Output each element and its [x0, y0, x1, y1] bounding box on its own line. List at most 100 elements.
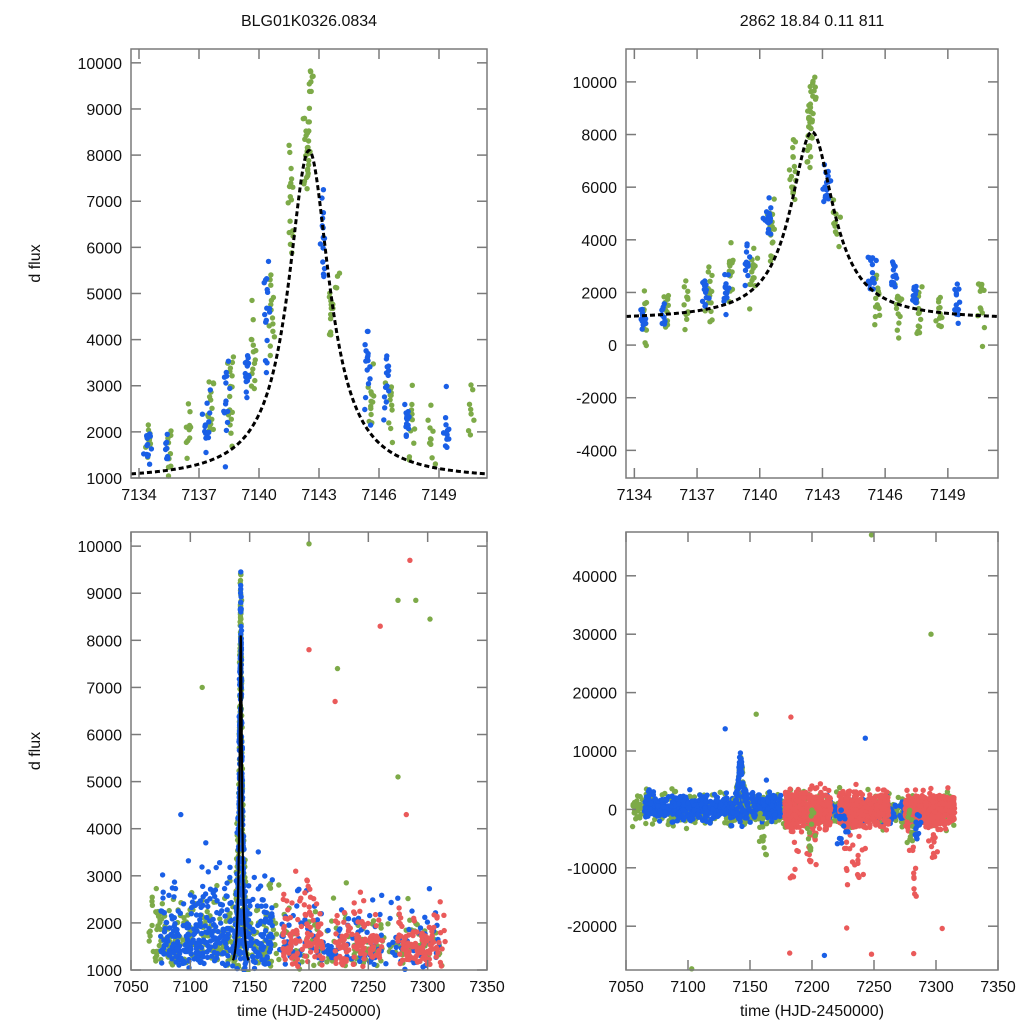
data-point-red [439, 946, 445, 952]
data-point-blue [167, 950, 173, 956]
data-point-blue [650, 809, 657, 816]
data-point-green [936, 315, 943, 321]
data-point-blue [264, 286, 270, 293]
x-tick-label: 7300 [410, 979, 446, 996]
data-point-green [270, 321, 276, 327]
data-point-blue [185, 922, 192, 928]
data-point-red [885, 808, 891, 815]
data-point-green [427, 436, 434, 442]
data-point-red [304, 878, 310, 884]
data-point-blue [417, 925, 424, 931]
data-point-blue [222, 935, 229, 941]
data-point-blue [660, 804, 667, 810]
data-point-blue [172, 933, 179, 939]
y-axis-label: d flux [27, 732, 44, 770]
data-point-green [270, 294, 277, 301]
data-point-blue [206, 947, 212, 953]
data-point-green [312, 909, 319, 915]
data-point-blue [160, 895, 166, 901]
data-point-blue [213, 864, 219, 871]
data-point-red [304, 930, 311, 936]
data-point-red [316, 930, 323, 936]
data-point-red [798, 829, 805, 835]
data-point-green [389, 407, 395, 413]
x-tick-label: 7150 [232, 979, 268, 996]
data-point-red [885, 821, 891, 827]
data-point-blue [221, 374, 228, 380]
data-point-blue [189, 899, 196, 905]
data-point-blue [752, 812, 758, 818]
data-point-green [876, 312, 883, 318]
y-tick-label: 1000 [86, 471, 122, 488]
data-point-blue [723, 790, 730, 796]
data-point-blue [282, 961, 288, 967]
data-point-red [314, 941, 320, 947]
data-point-red [373, 952, 379, 958]
data-point-blue [444, 432, 450, 438]
data-point-blue [206, 419, 212, 425]
data-point-blue [328, 947, 334, 953]
data-point-red [304, 941, 310, 948]
data-point-blue [171, 879, 178, 885]
data-point-red [372, 911, 379, 918]
data-point-blue [210, 936, 217, 943]
data-point-red [823, 792, 829, 798]
x-tick-label: 7143 [301, 487, 337, 504]
data-point-blue [164, 439, 170, 445]
data-point-red [881, 794, 887, 801]
data-point-red [396, 905, 402, 911]
data-point-green [894, 295, 900, 302]
data-point-green [748, 281, 754, 288]
data-point-green [643, 342, 649, 349]
data-point-blue [370, 897, 376, 903]
data-point-blue [221, 885, 228, 892]
data-point-red [307, 924, 313, 931]
data-point-green [875, 285, 881, 291]
data-point-green [305, 162, 312, 168]
data-point-red [815, 821, 822, 827]
data-point-blue [144, 442, 150, 449]
data-point-outlier [395, 597, 401, 603]
data-point-red [333, 931, 339, 937]
data-point-red [354, 946, 360, 952]
data-point-blue [222, 913, 228, 919]
data-point-blue [955, 320, 961, 326]
data-point-green [149, 922, 155, 929]
data-point-red [301, 902, 307, 908]
data-point-blue [723, 281, 729, 287]
data-point-blue [215, 928, 221, 935]
data-point-red [849, 798, 855, 804]
data-point-red [281, 923, 287, 930]
data-point-green [329, 918, 335, 924]
y-tick-label: 5000 [86, 286, 122, 303]
data-point-red [401, 945, 407, 951]
data-point-blue [702, 814, 709, 820]
data-point-green [467, 432, 474, 438]
data-point-blue [193, 946, 200, 952]
data-point-blue [204, 898, 210, 904]
data-point-red [853, 801, 859, 808]
data-point-green [470, 387, 476, 393]
data-point-blue [365, 381, 372, 387]
panel-title: 2862 18.84 0.11 811 [740, 13, 885, 30]
data-point-green [250, 317, 256, 323]
data-point-blue [329, 954, 335, 961]
data-point-green [168, 428, 174, 434]
data-point-blue [224, 907, 230, 913]
data-point-red [843, 796, 850, 802]
data-point-green [935, 299, 942, 305]
data-point-blue [314, 917, 321, 923]
data-point-blue [317, 241, 324, 247]
data-point-red [877, 823, 883, 829]
data-point-blue [661, 319, 667, 325]
data-point-green [865, 786, 871, 793]
data-point-blue [382, 384, 389, 391]
data-point-green [683, 825, 690, 832]
data-point-red [868, 801, 874, 807]
data-points [130, 68, 488, 479]
panel-bottom-right: 7050 7100 7150 7200 7250 7300 7350-20000-10000… [567, 531, 1016, 1020]
data-point-green [305, 119, 311, 125]
data-point-blue [345, 916, 352, 922]
data-point-green [805, 108, 811, 114]
